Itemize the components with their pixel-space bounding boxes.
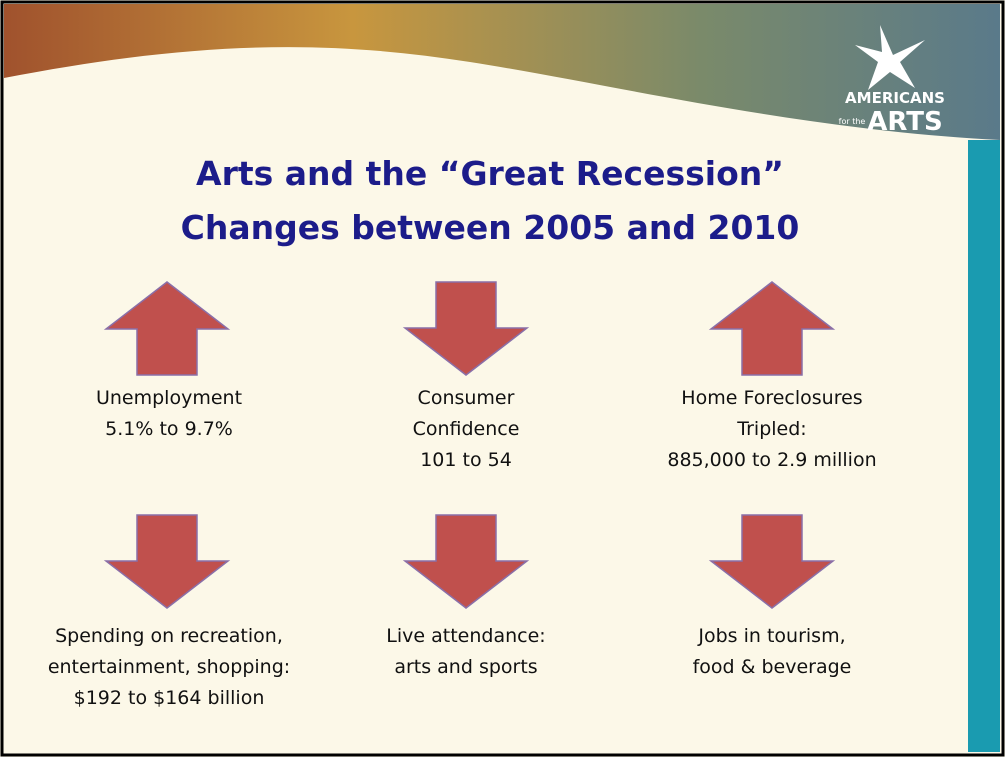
logo-text: for the [839, 117, 866, 126]
item-text: Home Foreclosures [681, 387, 862, 409]
title: Changes between 2005 and 2010 [181, 208, 800, 247]
title: Arts and the “Great Recession” [196, 154, 784, 193]
logo-text: ARTS [867, 107, 942, 137]
item-text: Confidence [413, 418, 520, 440]
side-bar [968, 140, 1000, 752]
slide: AMERICANS for the ARTS Arts and the “Gre… [0, 0, 1005, 757]
item-text: Jobs in tourism, [697, 625, 845, 647]
item-text: Tripled: [736, 418, 806, 440]
item-text: Spending on recreation, [55, 625, 283, 647]
item-text: Consumer [418, 387, 515, 409]
item-text: Unemployment [96, 387, 242, 409]
item-text: 885,000 to 2.9 million [667, 449, 876, 471]
item-text: 101 to 54 [420, 449, 512, 471]
item-text: food & beverage [693, 656, 852, 678]
item-text: $192 to $164 billion [74, 687, 265, 709]
item-text: entertainment, shopping: [48, 656, 290, 678]
item-text: arts and sports [394, 656, 537, 678]
item-text: 5.1% to 9.7% [105, 418, 233, 440]
item-text: Live attendance: [386, 625, 545, 647]
logo-text: AMERICANS [845, 89, 945, 107]
